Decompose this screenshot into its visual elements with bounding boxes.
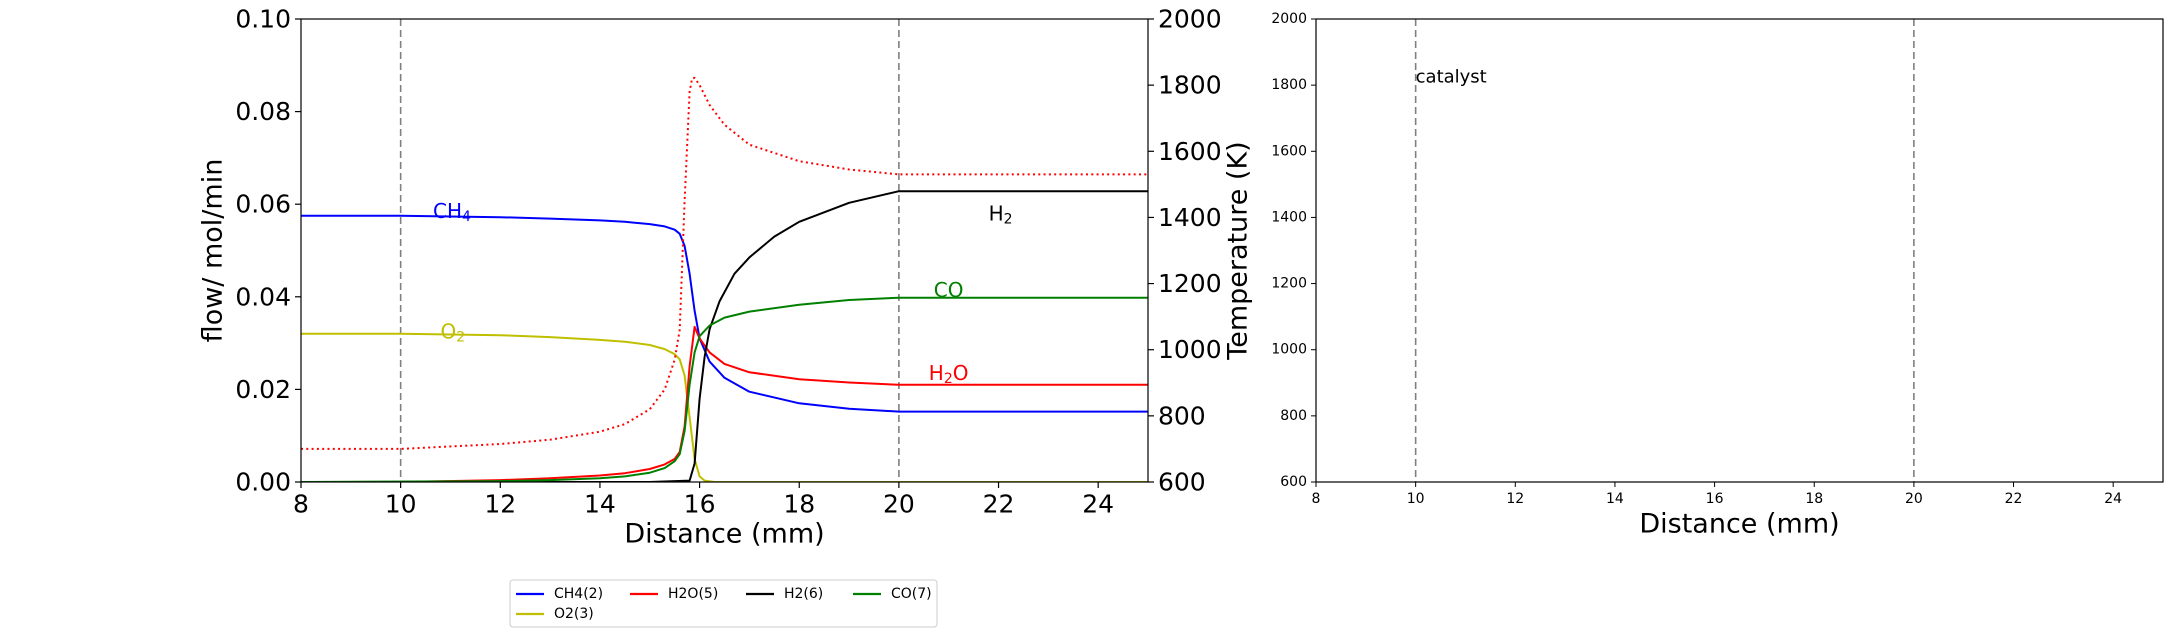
legend-frame xyxy=(509,579,938,628)
series-line-co-7- xyxy=(301,296,1148,482)
y-tick-label: 2000 xyxy=(1271,11,1307,27)
y2-tick-label: 1400 xyxy=(1158,203,1222,232)
x-tick-label: 8 xyxy=(1312,491,1321,507)
annotation-subscript: 2 xyxy=(1004,211,1013,227)
y-tick-label: 1600 xyxy=(1271,143,1307,159)
y2-tick-label: 600 xyxy=(1158,468,1206,497)
annotation-main: CO xyxy=(934,278,964,302)
series-line-h2-6- xyxy=(301,190,1148,482)
annotation-subscript: 2 xyxy=(944,371,953,387)
y-tick-label: 0.00 xyxy=(235,468,291,497)
y-tick-label: 600 xyxy=(1280,474,1307,490)
y2-tick-label: 1200 xyxy=(1158,269,1222,298)
y2-tick-label: 1000 xyxy=(1158,335,1222,364)
series-annotation-label: CO xyxy=(934,278,964,302)
x-tick-label: 10 xyxy=(385,490,417,519)
y-axis-label: flow/ mol/min xyxy=(198,159,229,343)
annotation-subscript: 2 xyxy=(456,330,465,346)
series-annotation-label: H2 xyxy=(989,201,1013,227)
annotation-main: H xyxy=(929,361,944,385)
legend-label: H2(6) xyxy=(784,586,823,602)
legend-label: O2(3) xyxy=(554,606,594,622)
series-annotation-label: O2 xyxy=(441,320,466,346)
x-tick-label: 16 xyxy=(1706,491,1724,507)
y-tick-label: 1000 xyxy=(1271,342,1307,358)
x-tick-label: 14 xyxy=(1606,491,1624,507)
x-tick-label: 16 xyxy=(684,490,716,519)
annotation-suffix: O xyxy=(953,361,969,385)
y2-axis-label: Temperature (K) xyxy=(1223,141,1254,360)
left-plot-frame xyxy=(300,18,1149,483)
y-tick-label: 0.06 xyxy=(235,190,291,219)
annotation-subscript: 4 xyxy=(462,209,471,225)
y2-tick-label: 800 xyxy=(1158,401,1206,430)
annotation-main: CH xyxy=(433,199,462,223)
y-tick-label: 0.10 xyxy=(235,5,291,34)
series-line-ch4-2- xyxy=(301,214,1148,413)
annotation-main: H xyxy=(989,201,1004,225)
y-tick-label: 800 xyxy=(1280,408,1307,424)
y-tick-label: 1800 xyxy=(1271,77,1307,93)
right-chart: 8 10 12 14 16 18 20 22 24 600 800 1000 1200 1400 1600 1… xyxy=(1271,11,2164,540)
x-tick-label: 18 xyxy=(783,490,815,519)
x-tick-label: 12 xyxy=(484,490,516,519)
x-tick-label: 24 xyxy=(1082,490,1114,519)
y-tick-label: 1400 xyxy=(1271,209,1307,225)
y2-tick-label: 2000 xyxy=(1158,5,1222,34)
legend-label: H2O(5) xyxy=(668,586,718,602)
y-tick-label: 1200 xyxy=(1271,276,1307,292)
legend-label: CO(7) xyxy=(891,586,932,602)
x-tick-label: 8 xyxy=(293,490,309,519)
x-axis-label: Distance (mm) xyxy=(1639,509,1839,540)
series-annotation-label: CH4 xyxy=(433,199,471,225)
x-tick-label: 20 xyxy=(883,490,915,519)
y-tick-label: 0.08 xyxy=(235,97,291,126)
x-tick-label: 14 xyxy=(584,490,616,519)
x-tick-label: 10 xyxy=(1407,491,1425,507)
catalyst-label: catalyst xyxy=(1416,66,1487,87)
left-chart: 8 10 12 14 16 18 20 22 240.000.020.040.060.080.1… xyxy=(198,5,1254,550)
y2-tick-label: 1800 xyxy=(1158,71,1222,100)
x-axis-label: Distance (mm) xyxy=(624,519,824,550)
x-tick-label: 20 xyxy=(1905,491,1923,507)
legend-label: CH4(2) xyxy=(554,586,603,602)
left-series xyxy=(301,76,1148,482)
annotation-main: O xyxy=(441,320,457,344)
y-tick-label: 0.04 xyxy=(235,282,291,311)
y-tick-label: 0.02 xyxy=(235,375,291,404)
series-annotation-label: H2O xyxy=(929,361,969,387)
y2-tick-label: 1600 xyxy=(1158,137,1222,166)
x-tick-label: 22 xyxy=(2005,491,2023,507)
x-tick-label: 12 xyxy=(1506,491,1524,507)
series-line-temperature xyxy=(301,76,1148,450)
legend: CH4(2) H2O(5) H2(6) CO(7) O2(3) xyxy=(509,579,938,628)
x-tick-label: 24 xyxy=(2104,491,2122,507)
x-tick-label: 18 xyxy=(1805,491,1823,507)
x-tick-label: 22 xyxy=(983,490,1015,519)
series-line-o2-3- xyxy=(301,332,1148,482)
right-plot-frame xyxy=(1315,18,2164,483)
series-line-h2o-5- xyxy=(301,325,1148,482)
